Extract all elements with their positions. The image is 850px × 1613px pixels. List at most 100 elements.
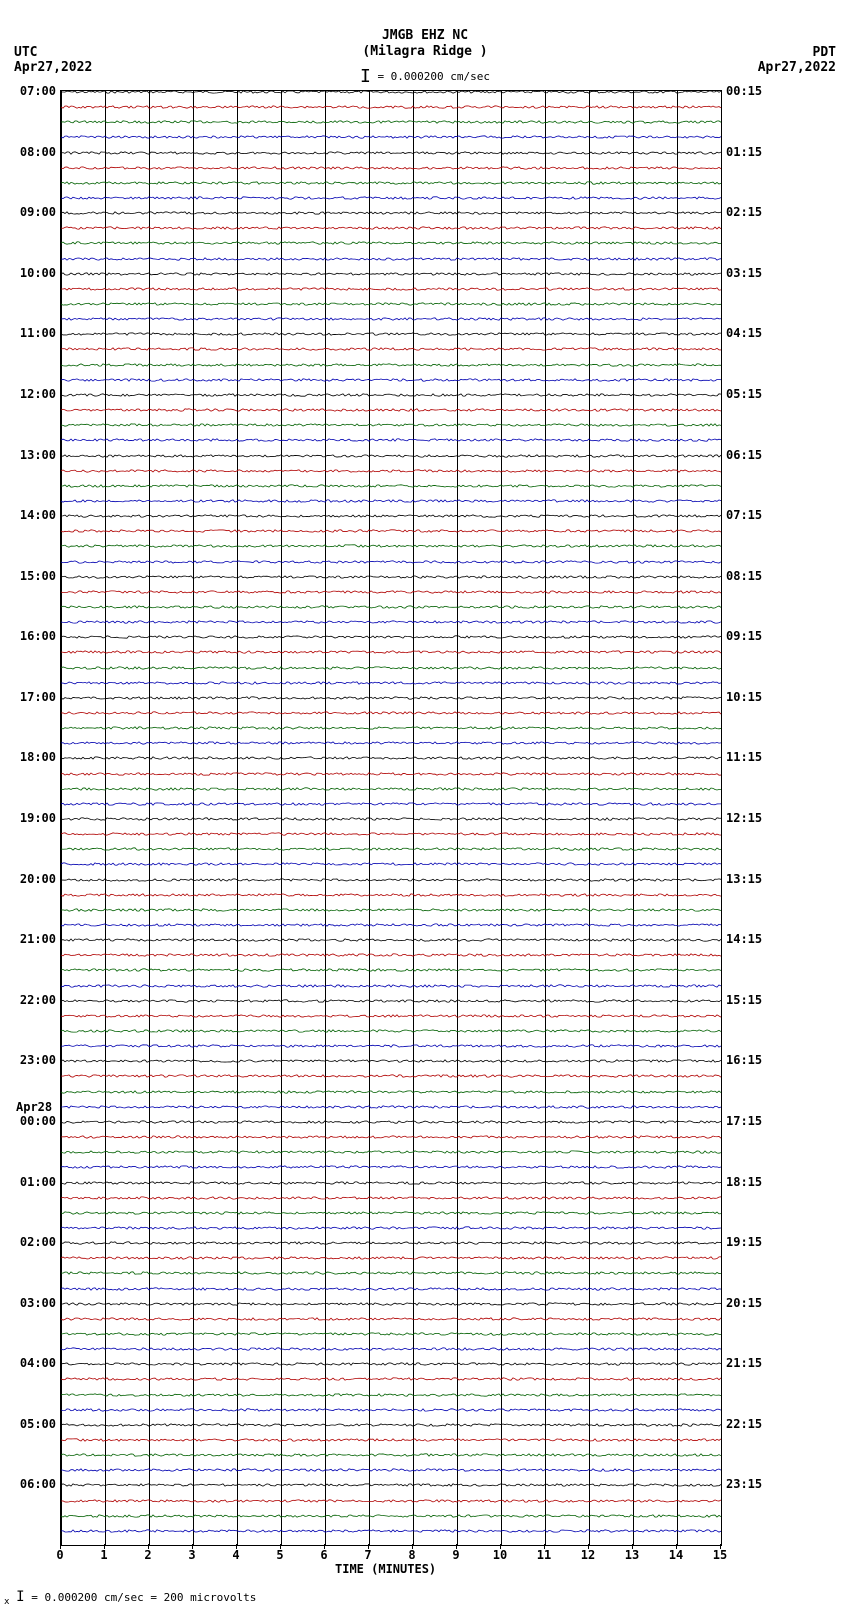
trace-line	[61, 860, 721, 868]
trace-line	[61, 1224, 721, 1232]
trace-line	[61, 1148, 721, 1156]
xaxis-tickmark	[720, 1544, 721, 1549]
utc-hour-label: 21:00	[12, 932, 56, 946]
xaxis-tickmark	[104, 1544, 105, 1549]
trace-line	[61, 891, 721, 899]
trace-line	[61, 618, 721, 626]
xaxis-tick: 0	[50, 1548, 70, 1562]
trace-line	[61, 527, 721, 535]
trace-line	[61, 1360, 721, 1368]
trace-line	[61, 679, 721, 687]
trace-line	[61, 1072, 721, 1080]
trace-line	[61, 1375, 721, 1383]
trace-line	[61, 1466, 721, 1474]
trace-line	[61, 1027, 721, 1035]
scale-text: = 0.000200 cm/sec	[377, 70, 490, 83]
trace-line	[61, 724, 721, 732]
xaxis-tick: 12	[578, 1548, 598, 1562]
location-subtitle: (Milagra Ridge )	[0, 44, 850, 59]
xaxis-tickmark	[192, 1544, 193, 1549]
pdt-hour-label: 23:15	[726, 1477, 762, 1491]
pdt-hour-label: 14:15	[726, 932, 762, 946]
trace-line	[61, 1391, 721, 1399]
utc-hour-label: 04:00	[12, 1356, 56, 1370]
trace-line	[61, 1118, 721, 1126]
xaxis-tick: 10	[490, 1548, 510, 1562]
trace-line	[61, 1133, 721, 1141]
trace-line	[61, 224, 721, 232]
xaxis-tickmark	[236, 1544, 237, 1549]
trace-line	[61, 906, 721, 914]
trace-line	[61, 482, 721, 490]
pdt-hour-label: 06:15	[726, 448, 762, 462]
trace-line	[61, 330, 721, 338]
pdt-hour-label: 05:15	[726, 387, 762, 401]
pdt-date-label: Apr27,2022	[758, 60, 836, 75]
trace-line	[61, 452, 721, 460]
xaxis-tick: 15	[710, 1548, 730, 1562]
xaxis-tickmark	[632, 1544, 633, 1549]
utc-hour-label: 22:00	[12, 993, 56, 1007]
xaxis-tick: 4	[226, 1548, 246, 1562]
trace-line	[61, 588, 721, 596]
trace-line	[61, 1194, 721, 1202]
pdt-hour-label: 09:15	[726, 629, 762, 643]
trace-line	[61, 285, 721, 293]
trace-line	[61, 558, 721, 566]
utc-hour-label: 10:00	[12, 266, 56, 280]
xaxis-tick: 11	[534, 1548, 554, 1562]
xaxis-tick: 8	[402, 1548, 422, 1562]
trace-line	[61, 315, 721, 323]
xaxis-tickmark	[280, 1544, 281, 1549]
trace-line	[61, 421, 721, 429]
utc-hour-label: 12:00	[12, 387, 56, 401]
trace-line	[61, 770, 721, 778]
trace-line	[61, 1330, 721, 1338]
trace-line	[61, 876, 721, 884]
trace-line	[61, 1421, 721, 1429]
xaxis-tick: 5	[270, 1548, 290, 1562]
utc-tz-label: UTC	[14, 45, 37, 60]
xaxis-tickmark	[500, 1544, 501, 1549]
trace-line	[61, 573, 721, 581]
utc-hour-label: 23:00	[12, 1053, 56, 1067]
pdt-hour-label: 15:15	[726, 993, 762, 1007]
trace-line	[61, 845, 721, 853]
xaxis-tick: 14	[666, 1548, 686, 1562]
trace-line	[61, 1406, 721, 1414]
trace-line	[61, 1254, 721, 1262]
utc-day-label: Apr28	[16, 1100, 52, 1114]
pdt-hour-label: 21:15	[726, 1356, 762, 1370]
xaxis-tickmark	[588, 1544, 589, 1549]
pdt-hour-label: 20:15	[726, 1296, 762, 1310]
trace-line	[61, 921, 721, 929]
trace-line	[61, 1436, 721, 1444]
trace-line	[61, 300, 721, 308]
xaxis-tick: 9	[446, 1548, 466, 1562]
pdt-hour-label: 08:15	[726, 569, 762, 583]
trace-line	[61, 1300, 721, 1308]
xaxis-tick: 1	[94, 1548, 114, 1562]
trace-line	[61, 1179, 721, 1187]
utc-hour-label: 02:00	[12, 1235, 56, 1249]
trace-line	[61, 1527, 721, 1535]
trace-line	[61, 800, 721, 808]
trace-line	[61, 648, 721, 656]
utc-hour-label: 09:00	[12, 205, 56, 219]
xaxis-tickmark	[148, 1544, 149, 1549]
utc-hour-label: 01:00	[12, 1175, 56, 1189]
trace-line	[61, 436, 721, 444]
trace-line	[61, 179, 721, 187]
trace-line	[61, 1285, 721, 1293]
footer-text: = 0.000200 cm/sec = 200 microvolts	[31, 1591, 256, 1604]
pdt-hour-label: 04:15	[726, 326, 762, 340]
trace-line	[61, 164, 721, 172]
trace-line	[61, 936, 721, 944]
utc-hour-label: 14:00	[12, 508, 56, 522]
utc-hour-label: 18:00	[12, 750, 56, 764]
xaxis-tickmark	[60, 1544, 61, 1549]
trace-line	[61, 1103, 721, 1111]
pdt-hour-label: 17:15	[726, 1114, 762, 1128]
trace-line	[61, 1239, 721, 1247]
pdt-hour-label: 07:15	[726, 508, 762, 522]
